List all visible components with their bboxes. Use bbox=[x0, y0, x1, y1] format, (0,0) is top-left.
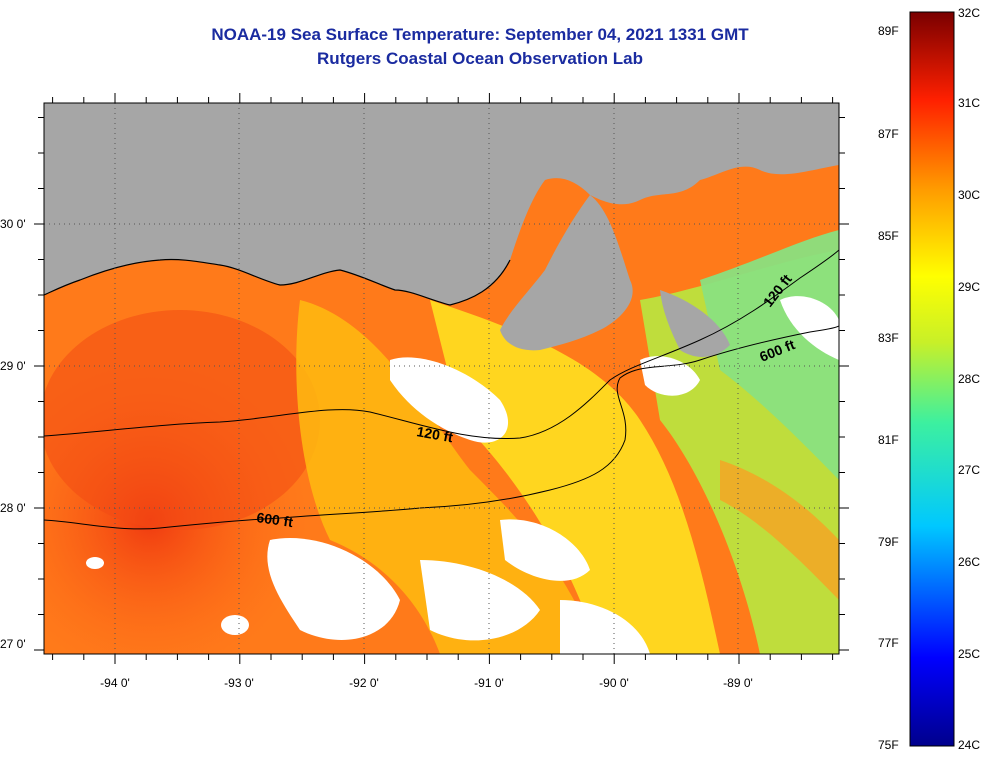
cloud-patch bbox=[560, 600, 650, 654]
colorbar-f-label: 85F bbox=[878, 229, 899, 243]
contour-label-120ft-west: 120 ft bbox=[415, 423, 454, 445]
lat-label-28: 28 0' bbox=[0, 501, 26, 515]
lon-label-91: -91 0' bbox=[474, 676, 504, 690]
land-mass bbox=[44, 103, 839, 305]
cloud-patch bbox=[420, 560, 540, 641]
coastline bbox=[44, 258, 511, 306]
lat-label-29: 29 0' bbox=[0, 359, 26, 373]
colorbar-c-label: 29C bbox=[958, 280, 981, 294]
colorbar-c-label: 27C bbox=[958, 463, 981, 477]
contour-label-600ft-west: 600 ft bbox=[256, 509, 295, 530]
colorbar-c-label: 26C bbox=[958, 555, 981, 569]
lon-label-90: -90 0' bbox=[599, 676, 629, 690]
graticule bbox=[44, 103, 839, 654]
colorbar-f-label: 77F bbox=[878, 636, 899, 650]
cloud-patch bbox=[390, 357, 509, 443]
cloud-patch bbox=[780, 296, 839, 360]
lon-label-92: -92 0' bbox=[349, 676, 379, 690]
axis-ticks bbox=[34, 93, 849, 664]
cool-area-east bbox=[700, 230, 839, 480]
colorbar-f-label: 87F bbox=[878, 127, 899, 141]
yellow-band bbox=[430, 300, 720, 654]
isobath-120ft bbox=[44, 249, 839, 440]
lon-label-93: -93 0' bbox=[224, 676, 254, 690]
isobath-600ft bbox=[44, 325, 839, 530]
cloud-patch bbox=[221, 615, 249, 635]
colorbar-c-label: 31C bbox=[958, 96, 981, 110]
cloud-patch bbox=[86, 557, 104, 569]
colorbar-c-label: 28C bbox=[958, 372, 981, 386]
colorbar-f-label: 89F bbox=[878, 24, 899, 38]
colorbar-c-label: 32C bbox=[958, 6, 981, 20]
colorbar-f-label: 81F bbox=[878, 433, 899, 447]
map-subtitle: Rutgers Coastal Ocean Observation Lab bbox=[317, 49, 643, 68]
lat-label-30: 30 0' bbox=[0, 217, 26, 231]
cloud-patch bbox=[500, 519, 590, 581]
colorbar-c-label: 24C bbox=[958, 738, 981, 752]
colorbar-c-label: 30C bbox=[958, 188, 981, 202]
cloud-patch bbox=[267, 538, 400, 640]
colorbar-f-label: 79F bbox=[878, 535, 899, 549]
colorbar-f-label: 75F bbox=[878, 738, 899, 752]
lon-label-89: -89 0' bbox=[723, 676, 753, 690]
colorbar bbox=[909, 11, 955, 747]
map-frame bbox=[43, 102, 840, 655]
delta-east-land bbox=[660, 290, 730, 357]
warm-area bbox=[44, 310, 320, 530]
mississippi-delta bbox=[500, 195, 633, 351]
colorbar-f-label: 83F bbox=[878, 331, 899, 345]
warm-filament-east bbox=[720, 460, 839, 600]
lon-label-94: -94 0' bbox=[100, 676, 130, 690]
map-title: NOAA-19 Sea Surface Temperature: Septemb… bbox=[211, 25, 749, 44]
colorbar-c-label: 25C bbox=[958, 647, 981, 661]
lat-label-27: 27 0' bbox=[0, 637, 26, 651]
